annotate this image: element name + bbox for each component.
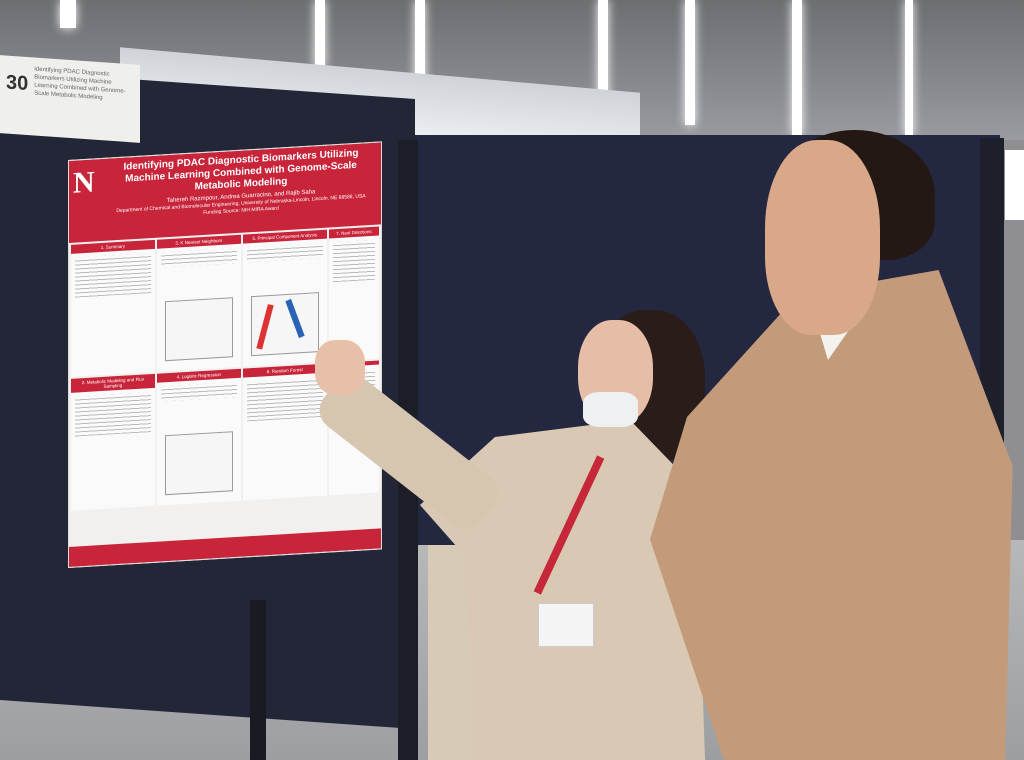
face-mask (583, 392, 638, 427)
man-face (765, 140, 880, 335)
poster-number-placard: 30 Identifying PDAC Diagnostic Biomarker… (0, 55, 140, 143)
poster-section: 6. Random Forest (242, 363, 327, 501)
university-logo: N (73, 165, 95, 200)
poster-section: 1. Summary (71, 239, 155, 377)
ceiling-light (685, 0, 695, 125)
section-heading: 7. Next Directions (328, 226, 379, 239)
section-heading: 2. Metabolic Modeling and Flux Sampling (71, 373, 155, 393)
roc-plot (164, 431, 233, 496)
poster-section: 2. Metabolic Modeling and Flux Sampling (71, 373, 155, 511)
pca-plot (250, 292, 319, 357)
ceiling-light (598, 0, 608, 112)
ceiling-light (60, 0, 76, 28)
ceiling-light (905, 0, 913, 135)
ceiling-light (792, 0, 802, 135)
poster-section: 5. Principal Component Analysis (242, 229, 327, 367)
board-leg (250, 600, 266, 760)
ceiling-light (415, 0, 425, 85)
name-badge (538, 603, 594, 647)
poster-section: 4. Logistic Regression (156, 368, 241, 506)
window-light (1005, 150, 1024, 220)
poster-section: 3. K Nearest Neighbors (156, 234, 241, 372)
placard-number: 30 (6, 71, 29, 96)
ceiling-light (315, 0, 325, 68)
pointing-hand (315, 340, 365, 395)
knn-plot (164, 297, 233, 362)
